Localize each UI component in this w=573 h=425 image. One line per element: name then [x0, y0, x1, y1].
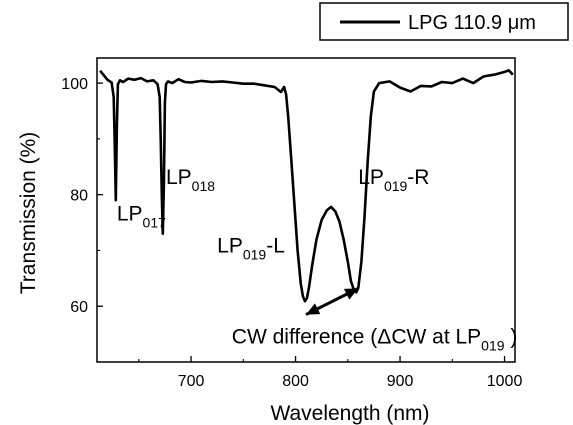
legend: LPG 110.9 μm [319, 2, 569, 41]
mode-label: LP018 [166, 166, 215, 194]
legend-label: LPG 110.9 μm [408, 12, 536, 34]
mode-label: LP017 [117, 202, 166, 230]
axes-frame [96, 57, 516, 363]
cw-arrow-head-left [306, 303, 321, 315]
series-layer [99, 69, 514, 303]
plot-frame [96, 57, 516, 363]
x-tick-label: 700 [178, 373, 205, 390]
series-line [99, 69, 514, 303]
x-axis-label: Wavelength (nm) [270, 402, 429, 425]
axis-ticks: 700 800 900 1000 60 80 100 [61, 76, 522, 390]
y-tick-label: 100 [61, 76, 88, 93]
cw-arrow-head-right [343, 288, 359, 300]
mode-label: LP019-R [358, 166, 429, 194]
y-tick-label: 60 [70, 299, 88, 316]
mode-label: LP019-L [217, 235, 285, 263]
x-tick-label: 800 [282, 373, 309, 390]
x-tick-label: 900 [387, 373, 414, 390]
mode-label: CW difference (ΔCW at LP019 ) [232, 326, 518, 354]
x-tick-label: 1000 [487, 373, 523, 390]
y-tick-label: 80 [70, 188, 88, 205]
y-axis-label: Transmission (%) [17, 132, 40, 295]
